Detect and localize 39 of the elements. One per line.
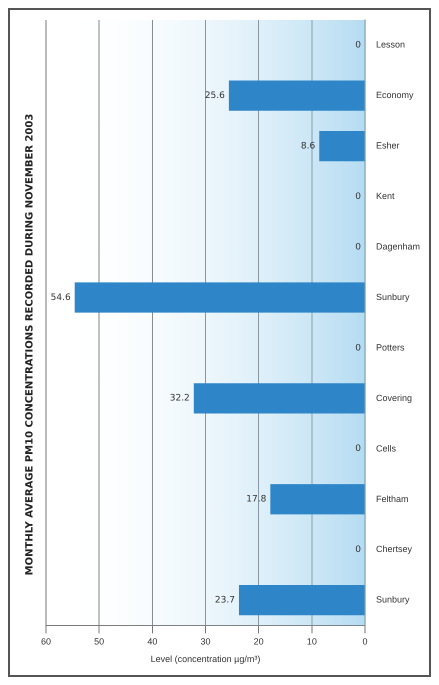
y-tick-label: Feltham <box>376 494 408 504</box>
x-tick-label: 30 <box>200 636 210 646</box>
bar <box>238 585 364 616</box>
bar <box>74 282 364 313</box>
y-tick-label: Covering <box>376 392 412 403</box>
x-tick-label: 40 <box>147 636 158 646</box>
data-label: 32.2 <box>170 394 190 404</box>
x-tick-label: 20 <box>254 636 264 646</box>
x-tick-label: 10 <box>306 636 317 646</box>
y-tick-label: Cells <box>376 443 396 454</box>
x-tick-label: 50 <box>94 636 104 646</box>
y-tick-label: Lesson <box>376 40 405 50</box>
data-label: 0 <box>355 444 362 454</box>
y-tick-label: Dagenham <box>376 242 420 252</box>
data-label: 25.6 <box>204 91 226 102</box>
bar <box>270 484 364 514</box>
data-label: 0 <box>355 40 362 51</box>
y-tick-label: Economy <box>376 90 414 100</box>
text: MONTHLY AVERAGE PM10 CONCENTRATIONS RECORDED DURING NOVEMBER 2003 <box>24 114 36 576</box>
x-tick-label: 0 <box>362 636 368 646</box>
y-tick-label: Sunbury <box>376 594 410 605</box>
bar <box>319 130 364 162</box>
y-tick-label: Chertsey <box>376 544 412 554</box>
y-tick-label: Esher <box>376 140 400 151</box>
y-tick-label: Potters <box>376 342 405 352</box>
data-label: 0 <box>355 192 362 202</box>
data-label: 0 <box>355 343 362 354</box>
bar <box>194 383 364 414</box>
data-label: 54.6 <box>50 292 71 303</box>
data-label: 0 <box>355 242 362 252</box>
data-label: 23.7 <box>214 596 235 606</box>
y-tick-label: Kent <box>376 191 395 202</box>
y-tick-label: Sunbury <box>376 292 410 302</box>
x-tick-label: 60 <box>40 636 52 646</box>
data-label: 0 <box>355 545 362 556</box>
data-label: 17.8 <box>246 494 267 505</box>
data-label: 8.6 <box>300 141 316 152</box>
x-axis-title: Level (concentration µg/m³) <box>150 654 260 664</box>
bar <box>228 80 364 111</box>
